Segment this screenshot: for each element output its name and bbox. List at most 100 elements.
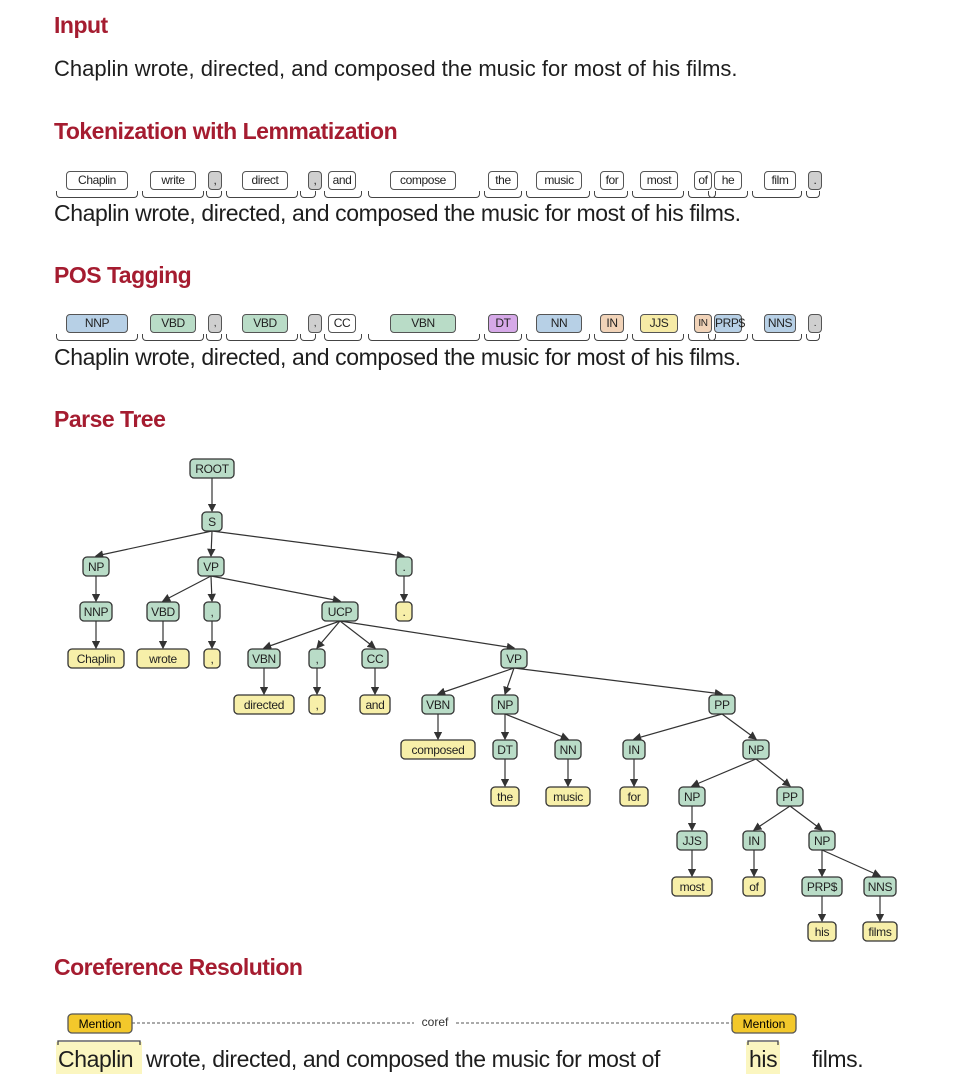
tree-node-label-w_music: music xyxy=(553,790,583,804)
lemma-brace-11 xyxy=(688,191,716,198)
pos-brace-6 xyxy=(368,334,480,341)
tree-node-box-np5 xyxy=(808,830,836,851)
lemma-token-14: . xyxy=(808,171,822,190)
tree-node-box-vp2 xyxy=(500,648,528,669)
section-heading-parse-tree: Parse Tree xyxy=(54,406,166,432)
tree-edge-s-vp1 xyxy=(207,530,216,558)
tree-node-label-pp2: PP xyxy=(782,790,798,804)
tree-node-box-nnp xyxy=(79,601,113,622)
tree-node-cc: CC xyxy=(361,648,389,669)
tree-node-label-vbn1: VBN xyxy=(252,652,276,666)
tree-node-label-prp: PRP$ xyxy=(807,880,838,894)
tree-node-box-w_music xyxy=(545,786,591,807)
lemma-token-7: the xyxy=(488,171,518,190)
tree-node-box-np3 xyxy=(742,739,770,760)
tree-node-label-c1: , xyxy=(210,605,213,619)
mention-label-chaplin: Mention xyxy=(79,1017,122,1031)
tree-node-prp: PRP$ xyxy=(801,876,843,897)
tree-node-w_for: for xyxy=(619,786,649,807)
tree-node-box-w_and xyxy=(359,694,391,715)
tree-node-pp1: PP xyxy=(708,694,736,715)
tree-node-w_c2: , xyxy=(308,694,326,715)
tree-node-box-w_the xyxy=(490,786,520,807)
tree-node-box-w_c1 xyxy=(203,648,221,669)
tree-node-label-w_most: most xyxy=(680,880,706,894)
lemma-brace-2 xyxy=(206,191,222,198)
tree-node-box-vbn1 xyxy=(247,648,281,669)
pos-brace-10 xyxy=(632,334,684,341)
pos-brace-12 xyxy=(708,334,748,341)
tree-node-np4: NP xyxy=(678,786,706,807)
pos-brace-0 xyxy=(56,334,138,341)
tree-edge-s-dotp xyxy=(211,530,406,560)
tree-node-vbd: VBD xyxy=(146,601,180,622)
tree-node-w_wrote: wrote xyxy=(136,648,190,669)
tree-edge-np5-nns xyxy=(821,849,882,877)
pos-tag-1: VBD xyxy=(150,314,196,333)
tree-edge-vp2-pp1 xyxy=(513,667,724,698)
pos-brace-2 xyxy=(206,334,222,341)
pos-sentence: Chaplin wrote, directed, and composed th… xyxy=(54,344,741,370)
pos-tag-4: , xyxy=(308,314,322,333)
tree-node-np5: NP xyxy=(808,830,836,851)
tree-node-label-s: S xyxy=(208,515,216,529)
tree-node-box-w_chaplin xyxy=(67,648,125,669)
lemma-token-9: for xyxy=(600,171,624,190)
lemma-brace-12 xyxy=(708,191,748,198)
parse-tree: ROOT S NP VP . NNP VBD, UCP . Chaplin wrote, VBN, CC… xyxy=(67,458,898,942)
tree-node-label-w_his: his xyxy=(815,925,830,939)
lemma-token-5: and xyxy=(328,171,356,190)
tree-node-box-np2 xyxy=(491,694,519,715)
tree-edge-ucp-c2 xyxy=(316,620,341,649)
tree-node-box-dt xyxy=(492,739,518,760)
tree-edge-pp1-np3 xyxy=(721,713,757,740)
mention-label-his: Mention xyxy=(743,1017,786,1031)
tree-node-nnp: NNP xyxy=(79,601,113,622)
tree-node-vp2: VP xyxy=(500,648,528,669)
tree-node-box-w_films xyxy=(862,921,898,942)
tree-node-label-dotw: . xyxy=(402,605,405,619)
tree-node-box-dotw xyxy=(395,601,413,622)
section-heading-pos: POS Tagging xyxy=(54,262,192,288)
lemma-token-8: music xyxy=(536,171,582,190)
coref-text-middle: wrote, directed, and composed the music … xyxy=(145,1046,661,1072)
lemma-brace-13 xyxy=(752,191,802,198)
tree-node-np3: NP xyxy=(742,739,770,760)
tree-node-label-w_wrote: wrote xyxy=(148,652,177,666)
tree-node-s: S xyxy=(201,511,223,532)
tree-node-label-cc: CC xyxy=(367,652,384,666)
tree-node-label-np3: NP xyxy=(748,743,764,757)
tree-edge-vp1-vbd xyxy=(161,575,212,602)
coref-diagram: Mention Mention coref Chaplin wrote, dir… xyxy=(56,1013,864,1074)
tree-edge-np2-nn xyxy=(504,713,570,741)
pos-brace-11 xyxy=(688,334,716,341)
tree-edge-pp2-in2 xyxy=(753,805,791,831)
tree-node-label-dt: DT xyxy=(497,743,513,757)
tree-node-vbn2: VBN xyxy=(421,694,455,715)
tree-node-label-in1: IN xyxy=(628,743,639,757)
tree-node-box-w_for xyxy=(619,786,649,807)
tree-node-box-w_c2 xyxy=(308,694,326,715)
pos-tag-8: NN xyxy=(536,314,582,333)
tree-node-box-prp xyxy=(801,876,843,897)
tree-node-label-nns: NNS xyxy=(868,880,893,894)
tree-node-label-w_c1: , xyxy=(210,652,213,666)
tree-node-nn: NN xyxy=(554,739,582,760)
tree-node-label-dotp: . xyxy=(402,560,405,574)
lemma-token-4: , xyxy=(308,171,322,190)
pos-brace-9 xyxy=(594,334,628,341)
tree-node-box-c2 xyxy=(308,648,326,669)
lemma-brace-9 xyxy=(594,191,628,198)
tree-node-jjs: JJS xyxy=(676,830,708,851)
lemma-token-11: of xyxy=(694,171,712,190)
tree-node-dt: DT xyxy=(492,739,518,760)
tree-node-box-pp2 xyxy=(776,786,804,807)
tree-edge-ucp-vbn1 xyxy=(262,620,341,650)
tree-node-box-vbn2 xyxy=(421,694,455,715)
tree-node-in2: IN xyxy=(742,830,766,851)
tree-edge-ucp-vp2 xyxy=(339,620,516,652)
tree-node-box-w_composed xyxy=(400,739,476,760)
pos-tag-11: IN xyxy=(694,314,712,333)
tree-node-box-in1 xyxy=(622,739,646,760)
tree-node-w_directed: directed xyxy=(233,694,295,715)
